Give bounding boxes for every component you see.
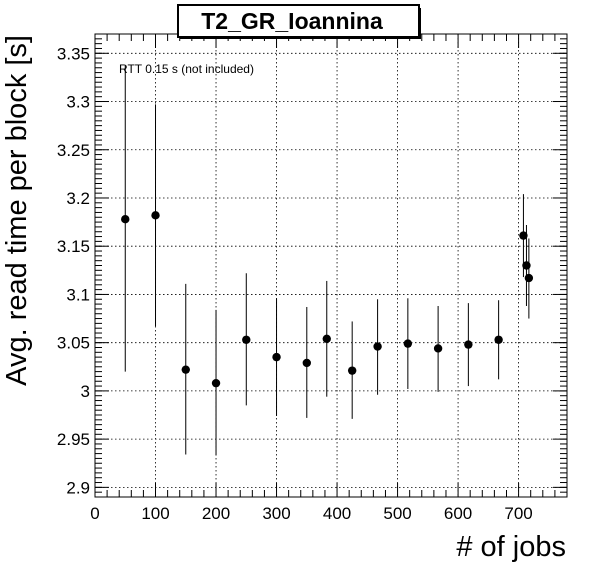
- y-tick-label: 3.3: [66, 93, 90, 112]
- x-tick-labels: 0 100 200 300 400 500 600 700: [90, 504, 533, 523]
- point-marker: [522, 261, 531, 270]
- y-tick-label: 2.9: [66, 478, 90, 497]
- x-tick-label: 600: [444, 504, 472, 523]
- data-point: [322, 280, 331, 397]
- x-tick-label: 300: [262, 504, 290, 523]
- point-marker: [494, 335, 503, 344]
- grid-lines: [95, 34, 567, 497]
- data-point: [494, 300, 503, 380]
- x-tick-label: 100: [141, 504, 169, 523]
- data-point: [403, 298, 413, 389]
- point-marker: [373, 342, 382, 351]
- point-marker: [403, 339, 413, 348]
- point-marker: [524, 273, 534, 283]
- data-point: [373, 299, 382, 395]
- point-marker: [433, 344, 443, 353]
- point-marker: [464, 340, 473, 349]
- x-tick-label: 200: [202, 504, 230, 523]
- point-marker: [121, 215, 130, 224]
- x-axis-title: # of jobs: [456, 531, 566, 563]
- point-marker: [272, 352, 281, 362]
- point-marker: [302, 358, 311, 368]
- y-tick-label: 3.35: [57, 44, 90, 63]
- data-point: [121, 65, 130, 372]
- point-marker: [242, 335, 251, 344]
- y-tick-labels: 2.9 2.95 3 3.05 3.1 3.15 3.2 3.25 3.3 3.35: [57, 44, 90, 497]
- y-tick-label: 3.1: [66, 285, 90, 304]
- rtt-annotation: RTT 0.15 s (not included): [119, 62, 254, 76]
- y-tick-label: 3.15: [57, 237, 90, 256]
- point-marker: [211, 378, 221, 388]
- data-point: [302, 306, 311, 418]
- data-point: [181, 283, 190, 455]
- data-point: [272, 298, 281, 416]
- data-point: [433, 306, 443, 392]
- title-box: T2_GR_Ioannina: [177, 4, 421, 39]
- data-point: [242, 273, 251, 406]
- y-tick-label: 3.05: [57, 334, 90, 353]
- chart-title: T2_GR_Ioannina: [201, 8, 383, 34]
- point-marker: [151, 211, 160, 220]
- data-point: [524, 238, 534, 319]
- x-tick-label: 0: [90, 504, 99, 523]
- point-marker: [347, 366, 357, 375]
- x-tick-label: 700: [504, 504, 532, 523]
- axis-ticks: [94, 34, 567, 498]
- y-tick-label: 3: [81, 382, 90, 401]
- data-point: [211, 309, 221, 456]
- x-tick-label: 400: [323, 504, 351, 523]
- y-tick-label: 3.25: [57, 141, 90, 160]
- data-point: [464, 303, 473, 387]
- y-axis-title: Avg. read time per block [s]: [1, 35, 33, 386]
- point-marker: [181, 365, 190, 374]
- data-point: [347, 321, 357, 419]
- y-tick-label: 2.95: [57, 430, 90, 449]
- data-points: [121, 65, 534, 456]
- point-marker: [322, 334, 331, 344]
- y-tick-label: 3.2: [66, 189, 90, 208]
- point-marker: [519, 231, 528, 240]
- plot-frame: [94, 33, 568, 498]
- x-tick-label: 500: [383, 504, 411, 523]
- data-point: [151, 104, 160, 327]
